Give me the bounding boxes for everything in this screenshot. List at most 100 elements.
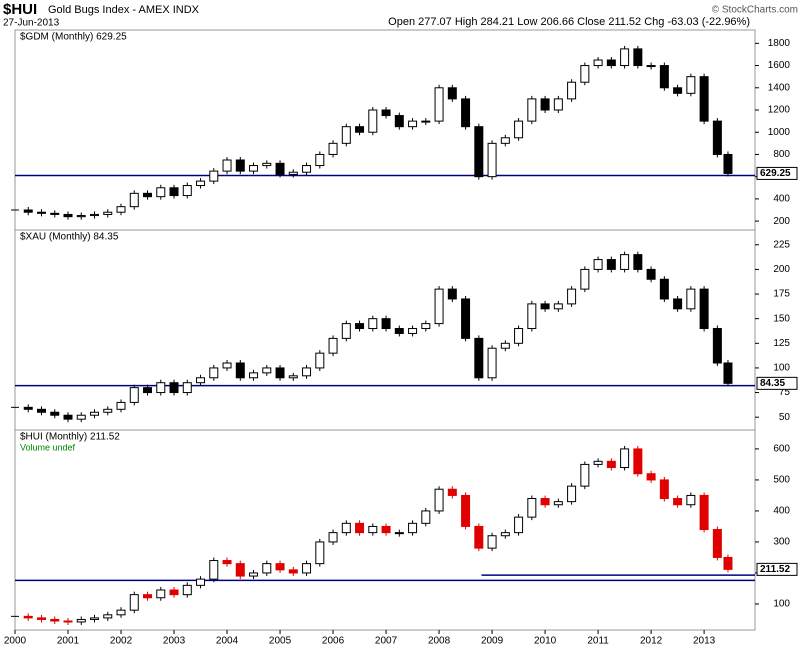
candle <box>249 165 259 172</box>
x-tick-label: 2001 <box>57 636 80 647</box>
candle <box>514 516 524 534</box>
y-tick-label: 800 <box>773 149 790 160</box>
y-tick-label: 600 <box>773 444 790 455</box>
candle <box>288 375 298 379</box>
candle <box>315 352 325 369</box>
candle <box>209 367 219 379</box>
candle <box>90 213 100 217</box>
candle <box>275 563 285 571</box>
candle <box>222 159 232 172</box>
candle <box>527 303 537 330</box>
candle <box>235 159 245 172</box>
candle <box>580 268 590 290</box>
y-tick-label: 100 <box>773 363 790 374</box>
candle <box>712 529 722 558</box>
candle <box>606 259 616 270</box>
candle <box>249 372 259 379</box>
candle <box>394 328 404 334</box>
y-tick-label: 300 <box>773 537 790 548</box>
candle <box>76 618 86 623</box>
candle <box>262 367 272 374</box>
candle <box>209 170 219 182</box>
x-tick-label: 2011 <box>587 636 609 647</box>
candle <box>712 328 722 364</box>
candle <box>328 142 338 155</box>
quote: Open 277.07 High 284.21 Low 206.66 Close… <box>388 16 750 28</box>
panel-label: $GDM (Monthly) 629.25 <box>20 32 127 43</box>
candle <box>553 303 563 310</box>
y-tick-label: 1600 <box>768 60 791 71</box>
candle <box>421 510 431 524</box>
y-tick-label: 100 <box>773 599 790 610</box>
candle <box>421 120 431 123</box>
candle <box>235 362 245 379</box>
y-tick-label: 225 <box>773 239 790 250</box>
candle <box>355 126 365 133</box>
candle <box>156 589 166 599</box>
x-tick-label: 2005 <box>269 636 292 647</box>
x-tick-label: 2002 <box>110 636 133 647</box>
candle <box>500 342 510 349</box>
candle <box>659 479 669 500</box>
candle <box>302 367 312 377</box>
candle <box>553 98 563 111</box>
candle <box>288 569 298 574</box>
candle <box>182 185 192 197</box>
candle <box>633 448 643 475</box>
last-value-box <box>756 562 798 576</box>
candle <box>23 615 33 619</box>
candle <box>37 211 47 214</box>
candle <box>222 362 232 369</box>
candle <box>328 532 338 543</box>
candle <box>646 473 656 481</box>
candle <box>474 337 484 379</box>
candle <box>143 387 153 394</box>
candle <box>355 323 365 330</box>
candle <box>474 525 484 549</box>
candle <box>394 532 404 535</box>
y-tick-label: 1200 <box>768 105 791 116</box>
candle <box>527 498 537 518</box>
candle <box>381 109 391 117</box>
y-tick-label: 500 <box>773 475 790 486</box>
y-tick-label: 125 <box>773 338 790 349</box>
candle <box>553 501 563 506</box>
panel-frame <box>14 429 756 631</box>
candle <box>90 411 100 416</box>
candle <box>699 494 709 531</box>
candle <box>368 109 378 133</box>
candle <box>461 98 471 128</box>
candle <box>434 87 444 122</box>
candle <box>50 212 60 215</box>
candle <box>434 288 444 325</box>
candle <box>302 563 312 574</box>
panel-label: $HUI (Monthly) 211.52 <box>20 432 120 443</box>
candle <box>633 254 643 270</box>
candle <box>447 288 457 300</box>
candle <box>341 522 351 534</box>
candle <box>487 347 497 379</box>
candle <box>143 594 153 599</box>
candle <box>262 162 272 167</box>
candle <box>567 81 577 100</box>
candle <box>620 448 630 469</box>
candle <box>659 278 669 300</box>
candle <box>63 213 73 218</box>
candle <box>723 362 733 384</box>
candle <box>461 494 471 527</box>
y-tick-label: 200 <box>773 264 790 275</box>
candle <box>182 382 192 394</box>
y-tick-label: 1000 <box>768 127 791 138</box>
candle <box>381 525 391 534</box>
candle <box>315 153 325 167</box>
candle <box>686 76 696 94</box>
candle <box>129 387 139 403</box>
candle <box>328 337 338 354</box>
candle <box>434 488 444 512</box>
candle <box>156 382 166 394</box>
symbol: $HUI <box>3 1 37 18</box>
candle <box>368 318 378 330</box>
candle <box>103 408 113 413</box>
